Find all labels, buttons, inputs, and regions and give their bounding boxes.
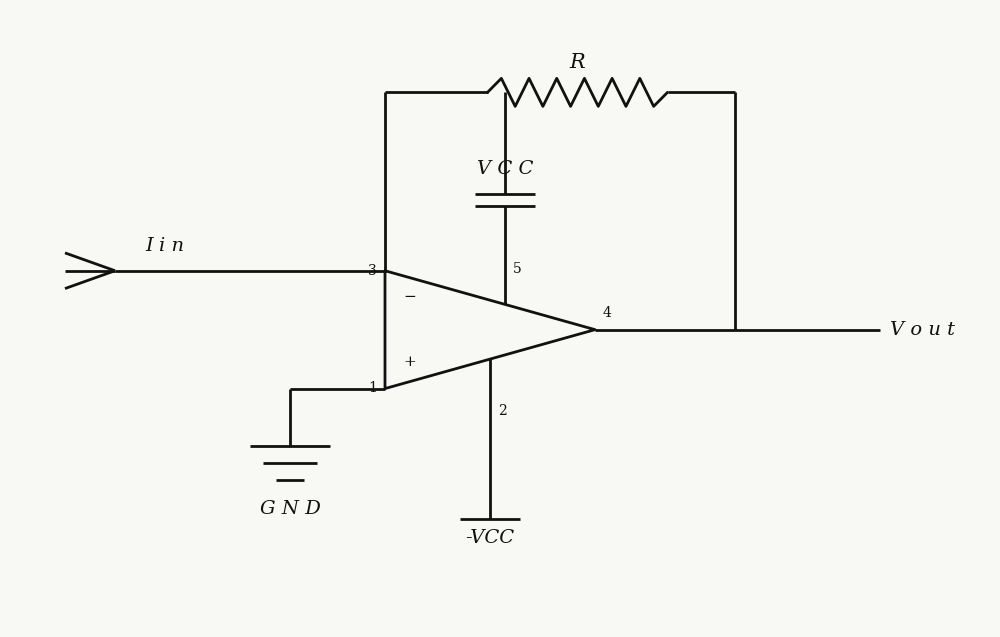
Text: G N D: G N D	[260, 500, 320, 518]
Text: V C C: V C C	[477, 161, 533, 178]
Text: R: R	[570, 53, 585, 72]
Text: I i n: I i n	[145, 237, 184, 255]
Text: V o u t: V o u t	[890, 320, 955, 339]
Text: −: −	[404, 290, 416, 304]
Text: 3: 3	[368, 264, 377, 278]
Text: -VCC: -VCC	[465, 529, 515, 547]
Text: +: +	[404, 355, 416, 369]
Text: 5: 5	[513, 262, 522, 276]
Text: 4: 4	[603, 306, 612, 320]
Text: 1: 1	[368, 381, 377, 395]
Text: 2: 2	[498, 404, 507, 419]
